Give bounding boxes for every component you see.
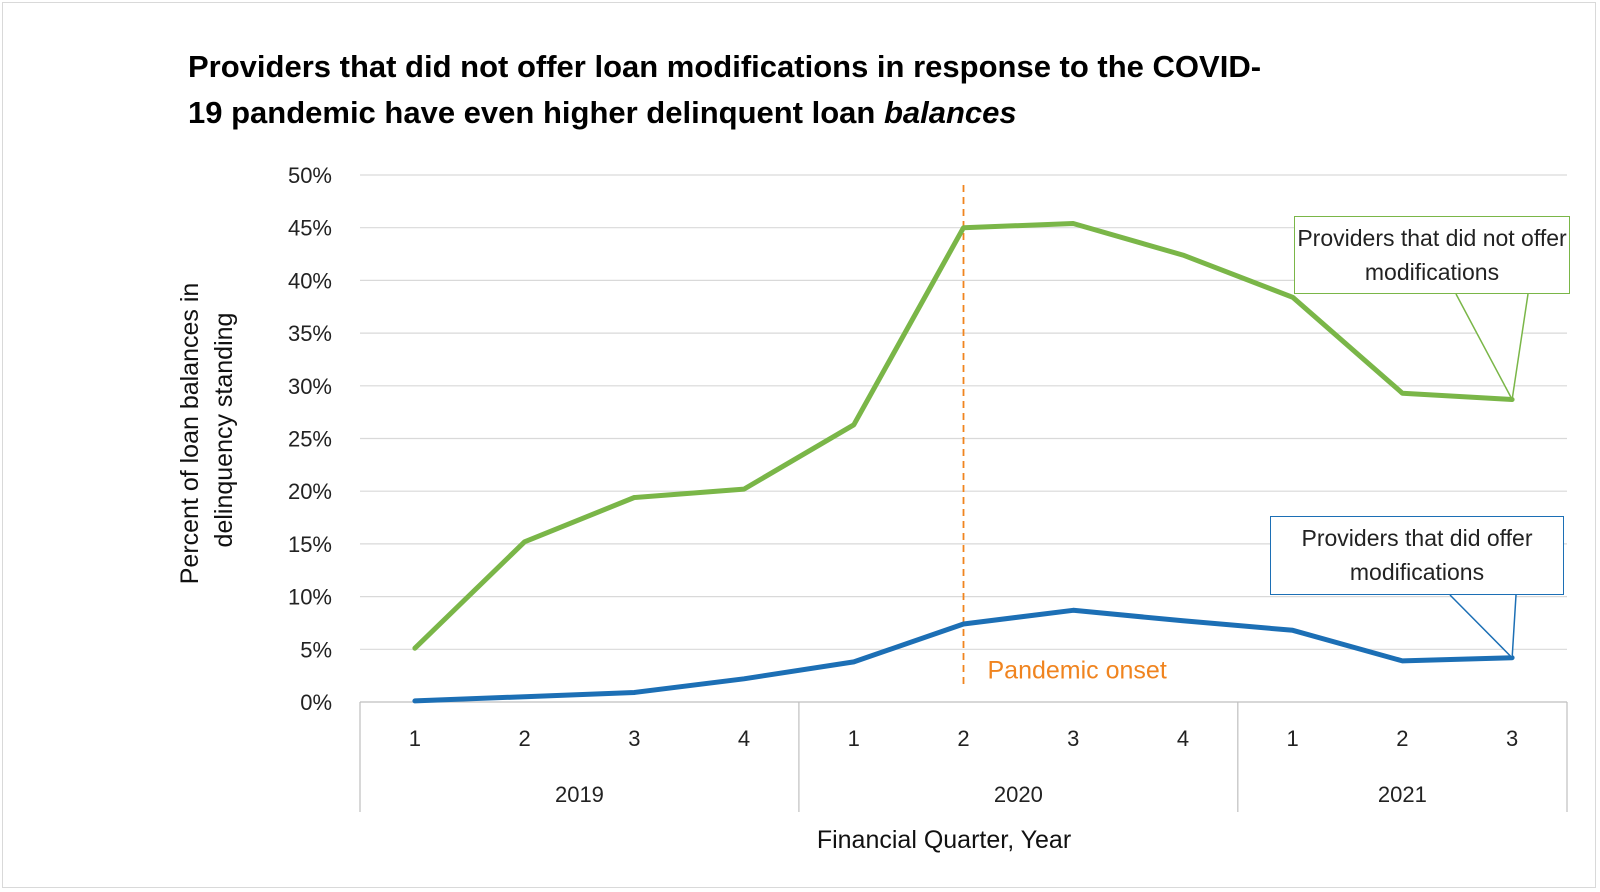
callout-offered-modifications: Providers that did offer modifications: [1270, 516, 1564, 595]
x-tick-label-quarter: 2: [1396, 726, 1408, 751]
x-tick-label-year: 2020: [994, 782, 1043, 807]
x-tick-label-quarter: 2: [957, 726, 969, 751]
x-tick-label-quarter: 4: [1177, 726, 1189, 751]
y-axis-title-line-2: delinquency standing: [210, 313, 238, 548]
title-italic-word: balances: [883, 95, 1017, 130]
y-tick-label: 40%: [288, 268, 332, 293]
x-tick-label-quarter: 1: [1287, 726, 1299, 751]
title-line-1: Providers that did not offer loan modifi…: [188, 49, 1262, 84]
x-tick-label-year: 2019: [555, 782, 604, 807]
y-tick-label: 0%: [300, 690, 332, 715]
x-tick-label-quarter: 4: [738, 726, 750, 751]
callout-leader-no-modifications: [1455, 293, 1529, 402]
y-tick-label: 20%: [288, 479, 332, 504]
chart-title: Providers that did not offer loan modifi…: [188, 44, 1448, 136]
x-tick-label-quarter: 3: [628, 726, 640, 751]
y-axis-title: Percent of loan balances in delinquency …: [176, 276, 238, 585]
y-tick-label: 15%: [288, 532, 332, 557]
x-tick-label-quarter: 3: [1506, 726, 1518, 751]
x-tick-label-quarter: 1: [409, 726, 421, 751]
y-tick-label: 45%: [288, 216, 332, 241]
y-axis-ticks: 0% 5% 10% 15% 20% 25% 30% 35% 40% 45% 50%: [288, 163, 332, 715]
y-tick-label: 25%: [288, 427, 332, 452]
series-line-offered-modifications: [412, 607, 1515, 704]
x-tick-label-quarter: 1: [848, 726, 860, 751]
callout-leader-offered-modifications: [1449, 594, 1517, 660]
title-line-2: 19 pandemic have even higher delinquent …: [188, 95, 884, 130]
series-lines: [412, 221, 1515, 704]
y-tick-label: 35%: [288, 321, 332, 346]
y-tick-label: 30%: [288, 374, 332, 399]
pandemic-onset-label: Pandemic onset: [988, 656, 1167, 684]
series-line-no-modifications: [412, 221, 1515, 651]
y-tick-label: 50%: [288, 163, 332, 188]
x-tick-label-quarter: 3: [1067, 726, 1079, 751]
x-tick-label-year: 2021: [1378, 782, 1427, 807]
y-tick-label: 5%: [300, 637, 332, 662]
x-axis: 1 2 3 4 1 2 3 4 1 2 3 2019 2020 2021: [359, 702, 1568, 812]
y-tick-label: 10%: [288, 585, 332, 610]
x-tick-label-quarter: 2: [518, 726, 530, 751]
callout-leaders: [1449, 293, 1529, 660]
x-axis-title: Financial Quarter, Year: [817, 826, 1071, 854]
callout-no-modifications: Providers that did not offer modificatio…: [1294, 216, 1570, 294]
y-axis-title-line-1: Percent of loan balances in: [176, 283, 204, 585]
